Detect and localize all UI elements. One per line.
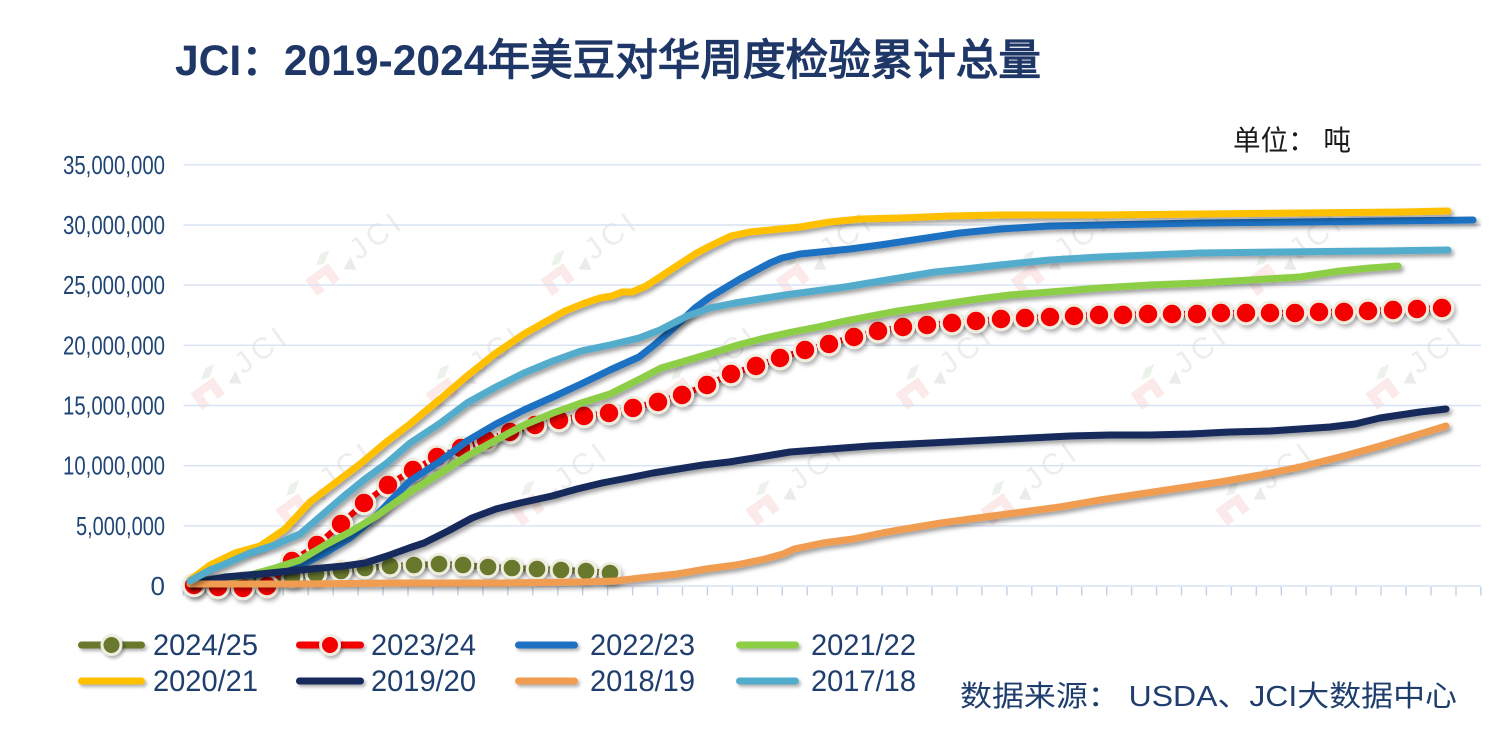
svg-text:30,000,000: 30,000,000	[63, 210, 165, 240]
svg-text:单位： 吨: 单位： 吨	[1233, 125, 1351, 156]
svg-text:2020/21: 2020/21	[153, 665, 258, 698]
svg-text:2019/20: 2019/20	[371, 665, 476, 698]
svg-text:0: 0	[151, 571, 165, 601]
svg-text:2022/23: 2022/23	[590, 629, 695, 662]
svg-text:2023/24: 2023/24	[371, 629, 476, 662]
svg-text:2024/25: 2024/25	[153, 629, 258, 662]
svg-text:JCI：2019-2024年美豆对华周度检验累计总量: JCI：2019-2024年美豆对华周度检验累计总量	[175, 37, 1041, 85]
svg-text:10,000,000: 10,000,000	[63, 451, 165, 481]
svg-text:20,000,000: 20,000,000	[63, 330, 165, 360]
svg-text:2021/22: 2021/22	[811, 629, 916, 662]
svg-text:25,000,000: 25,000,000	[63, 270, 165, 300]
svg-text:15,000,000: 15,000,000	[63, 391, 165, 421]
svg-text:35,000,000: 35,000,000	[63, 150, 165, 180]
svg-text:数据来源： USDA、JCI大数据中心: 数据来源： USDA、JCI大数据中心	[960, 680, 1457, 713]
svg-text:2017/18: 2017/18	[811, 665, 916, 698]
svg-text:5,000,000: 5,000,000	[76, 511, 165, 541]
svg-text:2018/19: 2018/19	[590, 665, 695, 698]
